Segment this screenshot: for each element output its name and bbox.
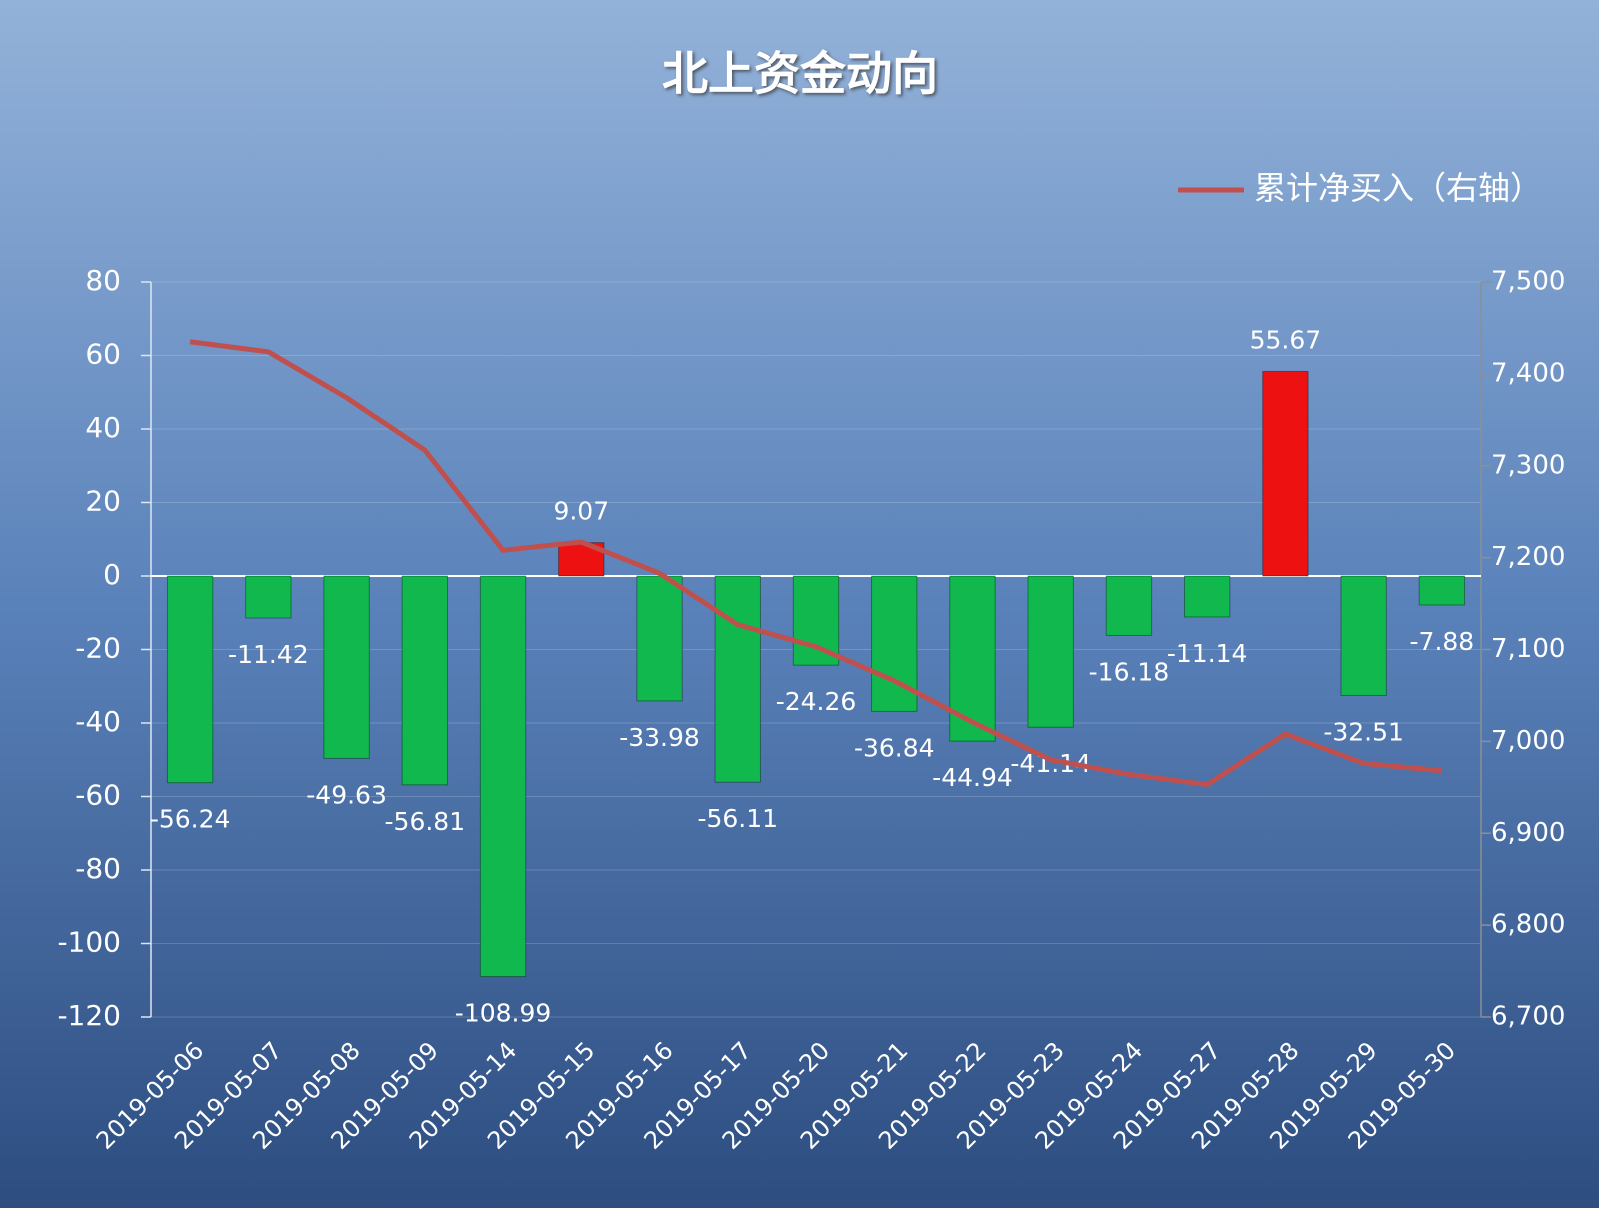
y2-tick-label: 7,200 xyxy=(1491,542,1565,572)
y2-tick-label: 6,700 xyxy=(1491,1002,1565,1032)
y-tick-label: 20 xyxy=(85,485,121,518)
y2-tick-label: 7,000 xyxy=(1491,726,1565,756)
data-label: -16.18 xyxy=(1089,657,1170,686)
data-label: -56.11 xyxy=(697,804,778,833)
y-tick-label: -60 xyxy=(75,779,121,812)
bar xyxy=(714,575,761,783)
data-label: -44.94 xyxy=(932,763,1013,792)
data-label: -32.51 xyxy=(1323,717,1404,746)
data-label: -56.24 xyxy=(150,805,231,834)
bar xyxy=(1418,575,1466,606)
bar xyxy=(1183,575,1231,618)
legend-label: 累计净买入（右轴） xyxy=(1254,169,1542,207)
bar xyxy=(792,575,840,666)
y-tick-label: -100 xyxy=(57,926,121,959)
bar xyxy=(401,575,449,786)
data-label: -33.98 xyxy=(619,723,700,752)
data-label: 9.07 xyxy=(553,497,609,526)
data-label: -7.88 xyxy=(1410,627,1475,656)
y-tick-label: -80 xyxy=(75,852,121,885)
bar xyxy=(1105,575,1153,636)
y-tick-label: 80 xyxy=(85,264,121,297)
y2-tick-label: 7,100 xyxy=(1491,634,1565,664)
bar xyxy=(323,575,370,759)
cumulative-line xyxy=(189,339,1443,788)
y-tick-label: -20 xyxy=(75,632,121,665)
bar xyxy=(1340,575,1387,696)
y-tick-label: -120 xyxy=(57,999,121,1032)
chart-title: 北上资金动向 xyxy=(662,47,938,101)
data-label: -24.26 xyxy=(776,687,857,716)
data-label: -56.81 xyxy=(385,807,466,836)
bar xyxy=(166,575,214,784)
y2-tick-label: 6,800 xyxy=(1491,910,1565,940)
y-tick-label: -40 xyxy=(75,705,121,738)
y-tick-label: 60 xyxy=(85,338,121,371)
data-label: -49.63 xyxy=(306,780,387,809)
y2-tick-label: 7,500 xyxy=(1491,267,1565,297)
y-tick-label: 0 xyxy=(103,558,121,591)
bar xyxy=(636,575,683,702)
data-label: -11.14 xyxy=(1167,639,1248,668)
bar xyxy=(245,575,292,619)
data-label: -36.84 xyxy=(854,733,935,762)
data-label: -11.42 xyxy=(228,640,309,669)
y2-tick-label: 7,300 xyxy=(1491,450,1565,480)
y2-tick-label: 6,900 xyxy=(1491,818,1565,848)
bar xyxy=(1262,370,1309,577)
y2-tick-label: 7,400 xyxy=(1491,358,1565,388)
y-tick-label: 40 xyxy=(85,411,121,444)
data-label: -108.99 xyxy=(455,999,552,1028)
data-label: 55.67 xyxy=(1250,325,1322,354)
bar xyxy=(479,575,527,978)
bar xyxy=(1027,575,1074,728)
